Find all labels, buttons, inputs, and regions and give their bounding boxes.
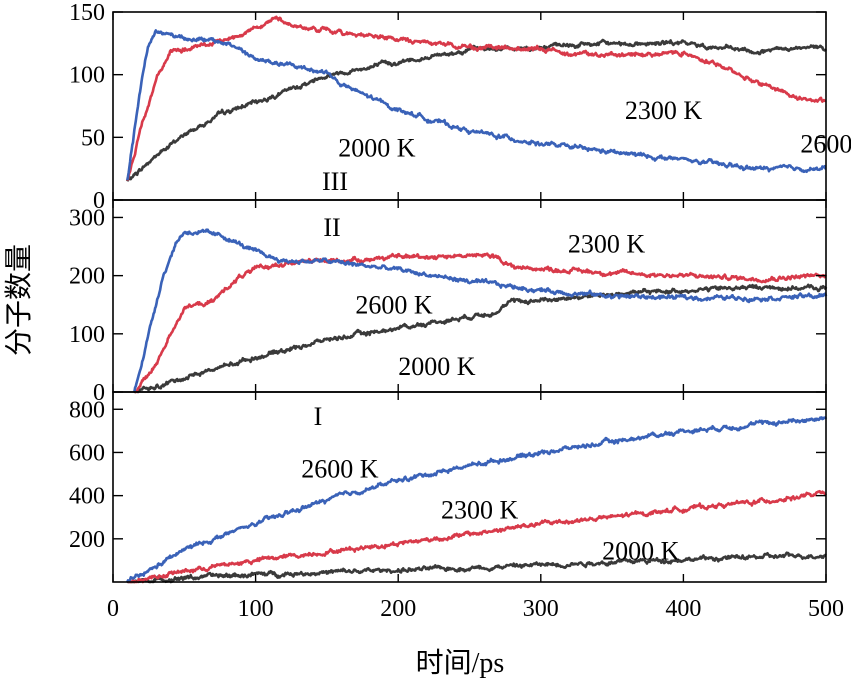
series-line-I-2300k xyxy=(126,489,828,584)
x-tick-label: 200 xyxy=(380,596,416,622)
y-tick-label: 100 xyxy=(69,63,105,89)
y-tick-label: 300 xyxy=(69,205,105,231)
x-axis-label: 时间/ps xyxy=(416,647,505,678)
series-line-II-2600k xyxy=(133,228,828,392)
series-annotation: 2000 K xyxy=(338,133,416,162)
y-axis-label: 分子数量 xyxy=(3,244,35,356)
panel-label-I: I xyxy=(314,402,323,431)
y-tick-label: 100 xyxy=(69,322,105,348)
y-tick-label: 400 xyxy=(69,484,105,510)
y-tick-label: 0 xyxy=(93,188,105,214)
y-tick-label: 50 xyxy=(81,125,105,151)
series-annotation: 2000 K xyxy=(398,352,476,381)
series-annotation: 2000 K xyxy=(602,537,680,566)
series-annotation: 2300 K xyxy=(625,96,703,125)
y-tick-label: 150 xyxy=(69,0,105,26)
y-tick-label: 600 xyxy=(69,440,105,466)
series-line-I-2600k xyxy=(126,416,828,583)
panel-II: 0 100 200 300 II 2300 K 2600 K 2000 K xyxy=(69,199,828,406)
panel-III: 0 50 100 150 III 2000 K 2300 K 2600 K xyxy=(69,0,851,214)
series-annotation: 2600 K xyxy=(301,455,379,484)
y-tick-label: 200 xyxy=(69,264,105,290)
x-tick-label: 300 xyxy=(523,596,559,622)
x-tick-label: 100 xyxy=(238,596,274,622)
panel-label-III: III xyxy=(322,167,348,196)
series-annotation: 2600 K xyxy=(355,291,433,320)
x-tick-label: 500 xyxy=(808,596,844,622)
y-tick-label: 800 xyxy=(69,397,105,423)
panel-I: 200 400 600 800 I 2600 K 2300 K 2000 K xyxy=(69,391,828,584)
y-tick-label: 200 xyxy=(69,527,105,553)
series-line-II-2000k xyxy=(133,283,828,394)
series-annotation: 2300 K xyxy=(441,496,518,525)
series-line-III-2000k xyxy=(126,38,828,182)
series-annotation: 2600 K xyxy=(800,130,851,159)
x-tick-label: 400 xyxy=(665,596,701,622)
series-line-II-2300k xyxy=(133,252,828,394)
series-annotation: 2300 K xyxy=(568,230,646,259)
series-line-III-2600k xyxy=(126,29,827,181)
x-tick-label: 0 xyxy=(107,596,119,622)
x-axis: 0 100 200 300 400 500 xyxy=(107,596,844,622)
y-tick-label: 0 xyxy=(93,380,105,406)
panel-label-II: II xyxy=(323,213,340,242)
series-line-III-2300k xyxy=(126,15,827,182)
series-line-I-2000k xyxy=(126,551,827,584)
panel-frame xyxy=(112,391,827,583)
